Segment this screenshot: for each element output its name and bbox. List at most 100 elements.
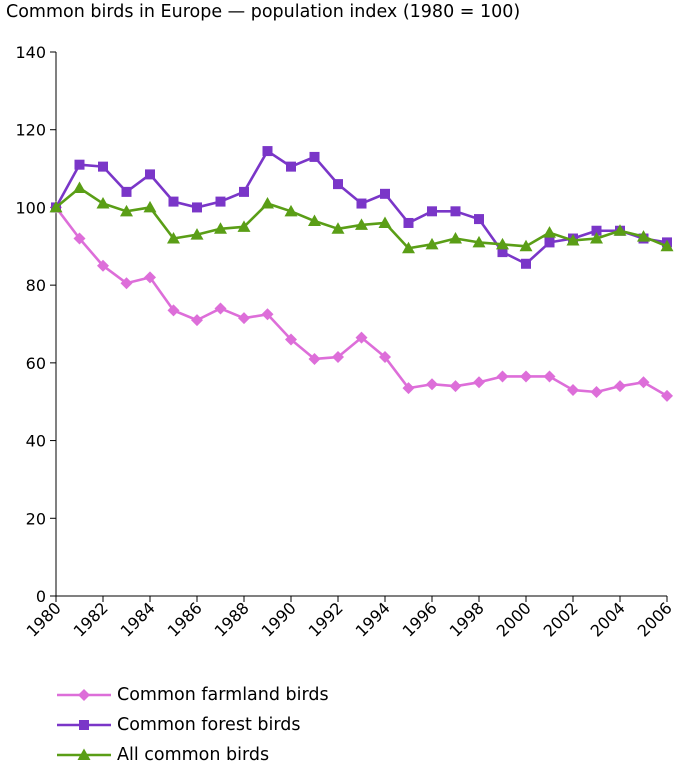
y-tick-label: 60 bbox=[26, 354, 46, 373]
data-point bbox=[379, 351, 391, 364]
data-point bbox=[120, 204, 133, 217]
data-point bbox=[167, 304, 180, 317]
legend-marker bbox=[79, 720, 89, 730]
data-point bbox=[331, 222, 345, 234]
data-point bbox=[402, 241, 415, 254]
legend-item: All common birds bbox=[55, 740, 329, 770]
x-tick-label: 1990 bbox=[258, 598, 300, 640]
data-point bbox=[191, 314, 203, 327]
series-all-common-birds bbox=[49, 181, 674, 254]
data-point bbox=[120, 277, 133, 290]
data-point bbox=[402, 382, 415, 395]
data-point bbox=[167, 232, 180, 244]
data-point bbox=[472, 235, 486, 248]
data-point bbox=[521, 258, 531, 269]
data-point bbox=[239, 186, 249, 197]
data-point bbox=[473, 376, 485, 389]
y-tick-label: 100 bbox=[15, 198, 46, 217]
data-point bbox=[261, 197, 274, 209]
data-point bbox=[543, 226, 556, 238]
data-point bbox=[591, 225, 602, 236]
legend-item: Common forest birds bbox=[55, 710, 329, 740]
data-point bbox=[332, 351, 344, 364]
legend-swatch bbox=[57, 748, 111, 760]
data-point bbox=[496, 370, 509, 383]
series-common-farmland-birds bbox=[50, 201, 673, 402]
data-point bbox=[168, 196, 179, 207]
data-point bbox=[355, 218, 368, 230]
data-point bbox=[97, 259, 109, 272]
data-point bbox=[286, 161, 296, 172]
legend-label: Common farmland birds bbox=[117, 685, 329, 705]
data-point bbox=[567, 384, 579, 397]
x-tick-label: 1980 bbox=[23, 598, 65, 640]
data-point bbox=[355, 331, 368, 344]
data-point bbox=[262, 146, 273, 157]
data-point bbox=[98, 161, 108, 172]
x-tick-label: 2002 bbox=[540, 598, 582, 640]
data-point bbox=[333, 179, 343, 190]
x-tick-label: 1986 bbox=[164, 598, 206, 640]
x-tick-label: 1994 bbox=[352, 598, 394, 640]
data-point bbox=[215, 196, 226, 207]
data-point bbox=[474, 214, 484, 225]
data-point bbox=[144, 271, 156, 284]
data-point bbox=[378, 216, 392, 228]
data-point bbox=[403, 217, 414, 228]
data-point bbox=[73, 232, 86, 245]
data-point bbox=[519, 239, 533, 252]
data-point bbox=[309, 151, 320, 162]
data-point bbox=[449, 380, 462, 393]
data-point bbox=[143, 200, 157, 213]
x-tick-label: 2000 bbox=[493, 598, 535, 640]
data-point bbox=[285, 333, 297, 346]
data-point bbox=[356, 198, 367, 209]
data-point bbox=[214, 302, 227, 315]
x-tick-label: 1992 bbox=[305, 598, 347, 640]
data-point bbox=[637, 376, 650, 389]
data-point bbox=[145, 169, 155, 180]
data-point bbox=[637, 230, 650, 242]
data-point bbox=[450, 206, 461, 217]
data-point bbox=[496, 237, 509, 250]
data-point bbox=[73, 181, 86, 193]
data-point bbox=[497, 247, 508, 258]
data-point bbox=[590, 232, 603, 244]
data-point bbox=[214, 222, 227, 234]
data-point bbox=[96, 197, 110, 209]
data-point bbox=[192, 202, 202, 213]
legend-marker bbox=[78, 689, 90, 701]
data-point bbox=[190, 228, 204, 240]
data-point bbox=[660, 239, 674, 252]
data-point bbox=[661, 389, 673, 402]
y-tick-label: 0 bbox=[36, 587, 46, 606]
x-tick-label: 2006 bbox=[634, 598, 676, 640]
x-tick-label: 1996 bbox=[399, 598, 441, 640]
data-point bbox=[380, 188, 390, 199]
chart-title: Common birds in Europe — population inde… bbox=[6, 2, 521, 22]
y-tick-label: 80 bbox=[26, 276, 46, 295]
data-point bbox=[261, 308, 274, 321]
data-point bbox=[543, 370, 556, 383]
data-point bbox=[238, 312, 250, 325]
data-point bbox=[614, 380, 626, 393]
y-tick-label: 140 bbox=[15, 43, 46, 62]
legend-swatch bbox=[57, 689, 111, 701]
data-point bbox=[427, 206, 437, 217]
legend-marker bbox=[77, 748, 91, 760]
data-point bbox=[613, 224, 627, 236]
legend: Common farmland birds Common forest birds… bbox=[55, 680, 329, 770]
y-tick-label: 20 bbox=[26, 509, 46, 528]
legend-label: All common birds bbox=[117, 745, 270, 765]
data-point bbox=[566, 233, 580, 246]
data-point bbox=[237, 220, 251, 232]
data-point bbox=[425, 237, 439, 250]
data-point bbox=[308, 214, 321, 227]
legend-swatch bbox=[57, 720, 111, 730]
data-point bbox=[590, 386, 603, 398]
x-tick-label: 2004 bbox=[587, 598, 629, 640]
y-tick-label: 120 bbox=[15, 121, 46, 140]
data-point bbox=[49, 200, 63, 213]
legend-item: Common farmland birds bbox=[55, 680, 329, 710]
